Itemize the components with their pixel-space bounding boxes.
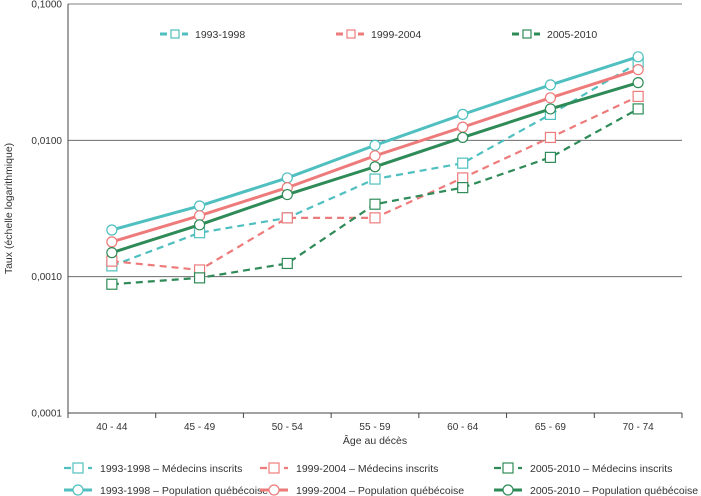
data-point [369, 150, 381, 162]
data-point [457, 157, 469, 169]
legend-swatch-marker [72, 484, 84, 496]
data-point [369, 161, 381, 173]
top-legend-item: 1993-1998 [160, 29, 245, 41]
legend-swatch-marker [268, 462, 280, 474]
data-point [281, 212, 293, 224]
x-tick-label: 65 - 69 [535, 422, 567, 433]
data-point [193, 219, 206, 231]
top-legend-label: 1999-2004 [371, 29, 421, 41]
x-tick-label: 55 - 59 [359, 422, 391, 433]
x-tick-label: 40 - 44 [96, 422, 128, 433]
top-legend-item: 1999-2004 [336, 29, 421, 41]
data-point [457, 182, 469, 194]
bottom-legend-label: 2005-2010 – Médecins inscrits [530, 463, 672, 475]
data-point [457, 108, 469, 120]
data-point [106, 278, 118, 290]
top-legend: 1993-1998 1999-2004 2005-2010 [160, 29, 597, 41]
top-legend-label: 1993-1998 [195, 29, 245, 41]
bottom-legend-item: 1993-1998 – Médecins inscrits [64, 462, 242, 475]
bottom-legend-label: 1999-2004 – Médecins inscrits [296, 463, 438, 475]
data-point [369, 139, 381, 151]
x-tick-label: 70 - 74 [623, 422, 655, 433]
y-tick-label: 0,0010 [31, 272, 62, 283]
data-point [369, 198, 381, 210]
data-point [281, 172, 293, 184]
data-point [544, 103, 557, 115]
legend-swatch-marker [522, 29, 532, 39]
data-point [193, 200, 206, 212]
bottom-legend-label: 2005-2010 – Population québécoise [530, 485, 698, 496]
x-tick-label: 45 - 49 [184, 422, 216, 433]
top-legend-label: 2005-2010 [547, 29, 597, 41]
y-tick-label: 0,0001 [31, 409, 62, 420]
data-point [632, 103, 644, 115]
series-4 [106, 51, 644, 236]
bottom-legend-item: 2005-2010 – Médecins inscrits [494, 462, 672, 475]
data-point [106, 236, 118, 248]
data-point [457, 172, 469, 184]
data-point [106, 224, 118, 236]
data-point [457, 131, 469, 144]
bottom-legend-label: 1993-1998 – Médecins inscrits [100, 463, 242, 475]
axes: 0,0001 0,0010 0,0100 0,1000 40 - 44 45 - 49 50… [31, 0, 683, 433]
data-point [281, 257, 293, 270]
legend-swatch-marker [72, 462, 84, 474]
top-legend-item: 2005-2010 [512, 29, 597, 41]
bottom-legend-item: 1999-2004 – Médecins inscrits [260, 462, 438, 475]
bottom-legend-label: 1993-1998 – Population québécoise [100, 485, 268, 496]
data-point [632, 64, 644, 76]
x-tick-label: 60 - 64 [447, 422, 479, 433]
legend-swatch-marker [502, 484, 514, 496]
data-point [193, 210, 206, 222]
y-axis-title: Taux (échelle logarithmique) [3, 143, 15, 274]
data-point [544, 92, 557, 104]
legend-swatch-marker [502, 462, 514, 474]
bottom-legend-item: 1993-1998 – Population québécoise [64, 484, 268, 496]
legend-swatch-marker [346, 29, 356, 39]
x-tick-label: 50 - 54 [272, 422, 304, 433]
bottom-legend-label: 1999-2004 – Population québécoise [296, 485, 464, 496]
data-point [632, 77, 644, 89]
bottom-legend-item: 1999-2004 – Population québécoise [260, 484, 464, 496]
bottom-legend: 1993-1998 – Médecins inscrits 1999-2004 –… [64, 462, 698, 496]
series-2 [106, 90, 644, 276]
data-point [281, 188, 293, 201]
legend-swatch-marker [170, 29, 180, 39]
bottom-legend-item: 2005-2010 – Population québécoise [494, 484, 698, 496]
data-point [369, 212, 381, 224]
data-point [544, 131, 557, 144]
data-point [106, 247, 118, 259]
data-point [632, 90, 644, 103]
y-tick-label: 0,1000 [31, 0, 62, 11]
data-point [632, 51, 644, 63]
y-tick-label: 0,0100 [31, 136, 62, 147]
data-point [544, 79, 557, 91]
plot-area-series [106, 51, 644, 290]
legend-swatch-marker [268, 484, 280, 496]
series-6 [106, 77, 644, 259]
data-point [193, 272, 206, 284]
x-axis-title: Âge au décès [343, 434, 407, 447]
data-point [369, 173, 381, 185]
series-5 [106, 64, 644, 248]
data-point [457, 121, 469, 133]
series-3 [106, 103, 644, 290]
series-line [111, 107, 639, 286]
data-point [544, 151, 557, 163]
